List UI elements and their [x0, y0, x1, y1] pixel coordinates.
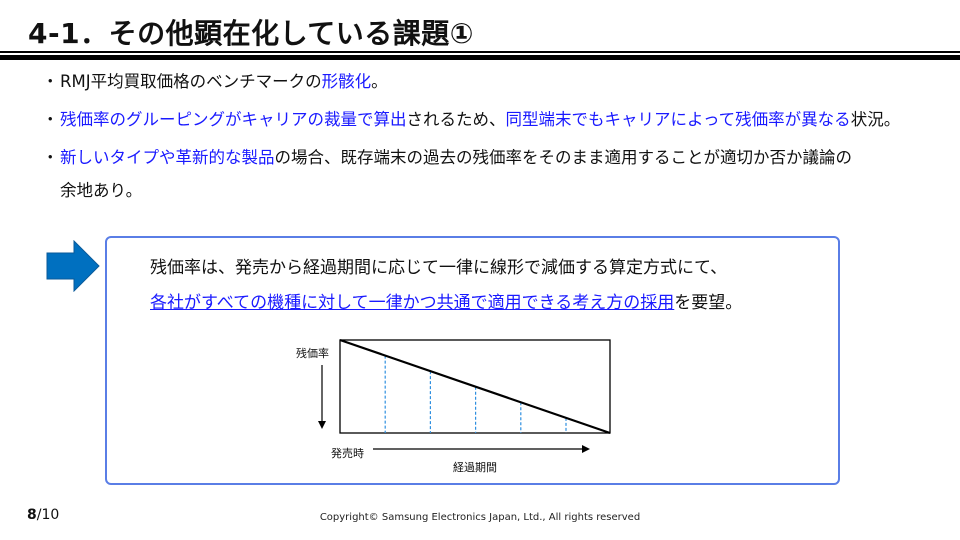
bullet-text: の場合、既存端末の過去の残価率をそのまま適用することが適切か否か議論の	[274, 148, 853, 167]
highlight-text: 同型端末でもキャリアによって残価率が異なる	[505, 110, 851, 129]
title-divider-thin	[0, 51, 960, 53]
y-axis-label: 残価率	[296, 347, 329, 360]
proposal-line-1: 残価率は、発売から経過期間に応じて一律に線形で減価する算定方式にて、	[150, 258, 728, 278]
proposal-line-2: 各社がすべての機種に対して一律かつ共通で適用できる考え方の採用を要望。	[150, 288, 742, 313]
highlight-text: 残価率のグルーピングがキャリアの裁量で算出	[60, 110, 407, 129]
proposal-tail: を要望。	[674, 293, 743, 313]
highlight-text: 形骸化	[321, 72, 372, 91]
proposal-box	[105, 236, 840, 485]
proposal-highlight: 各社がすべての機種に対して一律かつ共通で適用できる考え方の採用	[150, 293, 675, 313]
bullet-marker: ・	[42, 110, 59, 129]
x-axis-arrowhead	[582, 445, 590, 453]
copyright: Copyright© Samsung Electronics Japan, Lt…	[319, 512, 641, 523]
highlight-text: 新しいタイプや革新的な製品	[60, 148, 275, 167]
x-axis-label: 経過期間	[453, 461, 497, 474]
bullet-marker: ・	[42, 148, 59, 167]
page-total: /10	[36, 507, 60, 523]
page-number: 8/10	[27, 507, 59, 523]
bullet-text: 状況。	[850, 110, 901, 129]
y-axis-arrowhead	[318, 421, 326, 429]
bullet-item: ・RMJ平均買取価格のベンチマークの形骸化。	[42, 68, 388, 92]
depreciation-line	[339, 338, 611, 435]
bullet-continuation: 余地あり。	[60, 181, 143, 200]
launch-label: 発売時	[331, 447, 364, 460]
title-divider-thick	[0, 55, 960, 60]
slide-title: 4-1．その他顕在化している課題①	[28, 17, 474, 50]
bullet-item: ・残価率のグルーピングがキャリアの裁量で算出されるため、同型端末でもキャリアによ…	[42, 106, 900, 130]
bullet-text: RMJ平均買取価格のベンチマークの	[60, 72, 322, 91]
right-arrow-icon	[46, 240, 100, 292]
bullet-text: されるため、	[406, 110, 506, 129]
page-current: 8	[27, 507, 37, 523]
bullet-text: 。	[371, 72, 388, 91]
bullet-item: ・新しいタイプや革新的な製品の場合、既存端末の過去の残価率をそのまま適用すること…	[42, 144, 852, 168]
bullet-marker: ・	[42, 72, 59, 91]
